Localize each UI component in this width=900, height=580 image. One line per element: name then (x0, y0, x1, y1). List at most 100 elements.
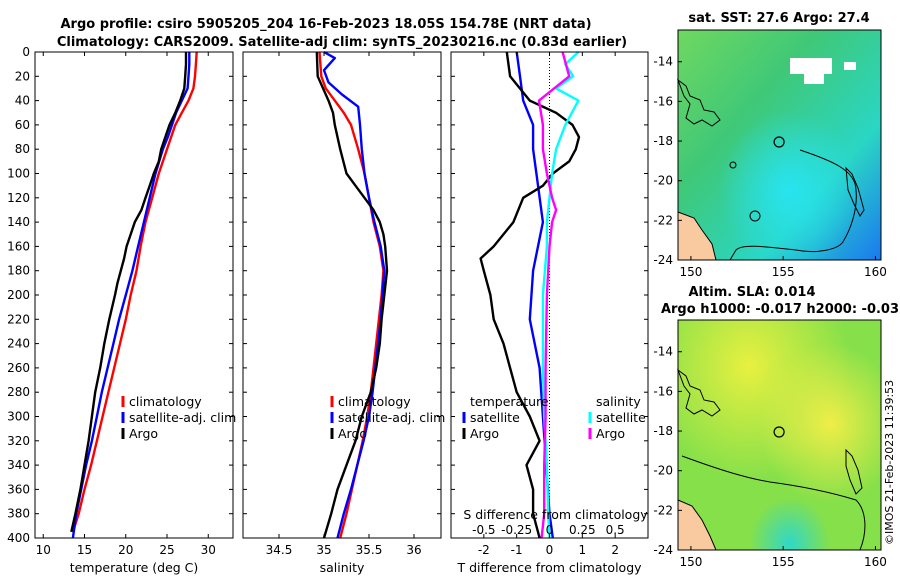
y-tick-label: 120 (7, 191, 30, 205)
series-line-satellite-adj-clim (71, 52, 191, 539)
map-x-tick-label: 150 (679, 265, 702, 279)
x-axis-label: T difference from climatology (456, 560, 642, 575)
sla-map (676, 319, 882, 551)
map-x-tick-label: 160 (864, 555, 887, 569)
map-y-tick-label: -20 (653, 174, 673, 188)
plot-frame (34, 51, 234, 539)
y-tick-label: 80 (15, 142, 30, 156)
x-tick-label: 36 (406, 543, 421, 557)
x-tick-label: 2 (611, 543, 619, 557)
y-tick-label: 280 (7, 385, 30, 399)
legend-temp-argo-label: Argo (470, 426, 499, 441)
map-y-tick-label: -16 (653, 384, 673, 398)
map-x-tick-label: 160 (864, 265, 887, 279)
map-y-tick-label: -18 (653, 424, 673, 438)
map-y-tick-label: -24 (653, 253, 673, 267)
series-line-argo (70, 52, 188, 533)
sst-island (749, 210, 761, 222)
figure-title-line2: Climatology: CARS2009. Satellite-adj cli… (57, 35, 627, 50)
salinity-panel: 34.5 35 35.5 36 salinity (242, 50, 442, 575)
secondary-tick-label: 0 (546, 523, 554, 537)
y-tick-label: 260 (7, 361, 30, 375)
y-tick-label: 380 (7, 507, 30, 521)
legend-argo-label: Argo (338, 426, 367, 441)
y-tick-label: 60 (15, 118, 30, 132)
secondary-tick-label: -0.25 (501, 523, 532, 537)
y-tick-label: 220 (7, 312, 30, 326)
series-line-climatology (71, 51, 198, 533)
x-tick-label: 35.5 (356, 543, 383, 557)
legend-climatology-label: climatology (129, 394, 202, 409)
sst-map-frame (677, 29, 882, 261)
secondary-tick-label: -0.5 (472, 523, 495, 537)
sst-island-contour (845, 166, 865, 217)
x-tick-label: 10 (36, 543, 51, 557)
legend-temperature-heading: temperature (470, 394, 549, 409)
y-tick-label: 360 (7, 482, 30, 496)
temperature-panel: 10 15 20 25 30020406080100120140160180200220… (7, 45, 234, 575)
legend-climatology-label: climatology (338, 394, 411, 409)
x-tick-label: 25 (159, 543, 174, 557)
y-tick-label: 160 (7, 239, 30, 253)
y-tick-label: 20 (15, 69, 30, 83)
y-tick-label: 340 (7, 458, 30, 472)
legend-satellite-label: satellite-adj. clim (338, 410, 445, 425)
sst-map (676, 29, 882, 261)
y-tick-label: 40 (15, 94, 30, 108)
x-tick-label: 35 (316, 543, 331, 557)
secondary-tick-label: 0.5 (606, 523, 625, 537)
sst-map-axes: 150 155 160 -14 -16 -18 -20 -22 -24 (653, 55, 887, 279)
sst-map-title: sat. SST: 27.6 Argo: 27.4 (688, 11, 869, 26)
x-axis-label: temperature (deg C) (70, 560, 199, 575)
x-tick-label: 0 (546, 543, 554, 557)
x-tick-label: 20 (118, 543, 133, 557)
imos-timestamp: ©IMOS 21-Feb-2023 11:39:53 (883, 380, 896, 545)
legend-argo-label: Argo (129, 426, 158, 441)
sla-map-title-line1: Altim. SLA: 0.014 (689, 285, 816, 300)
sla-map-axes: 150 155 160 -14 -16 -18 -20 -22 -24 (653, 345, 887, 569)
sla-map-title-line2: Argo h1000: -0.017 h2000: -0.03 (661, 302, 899, 317)
y-tick-label: 0 (22, 45, 30, 59)
legend-temp-satellite-label: satellite (470, 410, 520, 425)
map-y-tick-label: -22 (653, 213, 673, 227)
plot-frame (242, 51, 442, 539)
y-tick-label: 320 (7, 434, 30, 448)
map-y-tick-label: -14 (653, 345, 673, 359)
x-tick-label: 15 (77, 543, 92, 557)
map-x-tick-label: 155 (772, 555, 795, 569)
x-tick-label: 34.5 (266, 543, 293, 557)
series-line-argo (315, 51, 389, 539)
y-tick-label: 300 (7, 410, 30, 424)
sla-reef-contour (681, 455, 866, 551)
map-y-tick-label: -22 (653, 503, 673, 517)
y-tick-label: 400 (7, 531, 30, 545)
x-axis-label: salinity (320, 560, 365, 575)
secondary-tick-label: 0.25 (569, 523, 596, 537)
sst-argo-position-marker (773, 136, 785, 148)
legend-sal-argo-label: Argo (596, 426, 625, 441)
sla-island-contour (845, 448, 863, 495)
legend-satellite-label: satellite-adj. clim (129, 410, 236, 425)
sst-land-coast (676, 78, 721, 127)
sla-land-coast (676, 368, 721, 417)
sla-argo-position-marker (773, 426, 785, 438)
legend-salinity-heading: salinity (596, 394, 641, 409)
y-tick-label: 140 (7, 215, 30, 229)
figure-title-line1: Argo profile: csiro 5905205_204 16-Feb-2… (60, 17, 591, 32)
salinity-legend: climatology satellite-adj. clim Argo (330, 394, 445, 441)
map-x-tick-label: 155 (772, 265, 795, 279)
map-x-tick-label: 150 (679, 555, 702, 569)
y-tick-label: 180 (7, 264, 30, 278)
sst-cloud-gap (790, 58, 832, 74)
map-y-tick-label: -18 (653, 134, 673, 148)
map-y-tick-label: -20 (653, 464, 673, 478)
temperature-legend: climatology satellite-adj. clim Argo (121, 394, 236, 441)
map-y-tick-label: -16 (653, 94, 673, 108)
map-y-tick-label: -24 (653, 543, 673, 557)
y-tick-label: 240 (7, 337, 30, 351)
difference-legend: temperature satellite Argo salinity sate… (462, 394, 646, 441)
difference-panel: -2 -1 0 1 2 T difference from climatology S di… (450, 51, 649, 575)
y-tick-label: 200 (7, 288, 30, 302)
sst-island (729, 161, 737, 169)
